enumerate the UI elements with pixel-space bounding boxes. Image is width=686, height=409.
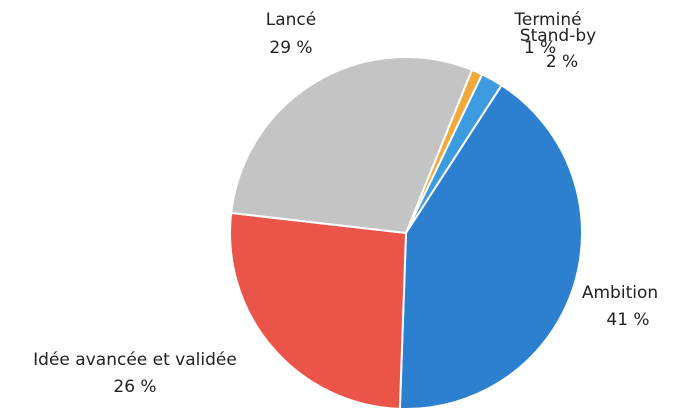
slice-value: 29 % [269,38,312,58]
slice-value: 1 % [524,38,556,58]
slice-label: Terminé [513,10,581,30]
pie-slice [398,83,583,409]
slice-value: 26 % [113,377,156,397]
pie-slice [229,211,408,409]
slice-value: 2 % [546,52,578,72]
pie-slice [230,56,474,235]
slice-value: 41 % [606,310,649,330]
slice-label: Lancé [266,10,316,30]
slice-label: Ambition [582,283,658,303]
slice-label: Idée avancée et validée [33,350,237,370]
slice-label: Stand-by [520,26,596,46]
